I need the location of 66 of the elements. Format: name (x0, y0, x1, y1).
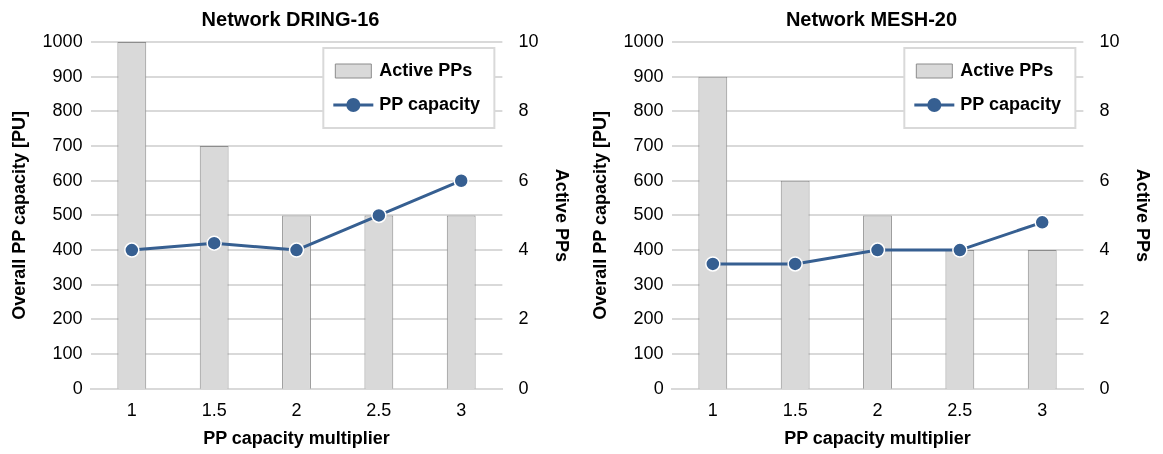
y2-tick-label: 10 (518, 30, 539, 51)
x-axis-title: PP capacity multiplier (203, 428, 390, 449)
y2-tick-label: 0 (518, 377, 529, 398)
point (371, 207, 387, 224)
y-tick-label: 200 (633, 308, 664, 329)
y-tick-label: 0 (72, 377, 83, 398)
y-axis-title: Overall PP capacity [PU] (589, 111, 610, 320)
point (288, 242, 305, 258)
y-tick-label: 400 (52, 239, 83, 260)
y-tick-label: 800 (633, 100, 664, 121)
x-tick-label: 1 (126, 399, 137, 420)
y-tick-label: 800 (52, 100, 83, 121)
x-tick-label: 1.5 (201, 399, 227, 420)
x-tick-label: 2.5 (366, 399, 392, 420)
y-tick-label: 300 (52, 273, 83, 294)
y2-tick-label: 2 (518, 308, 529, 329)
y-tick-label: 900 (52, 65, 83, 86)
legend-label: Active PPs (960, 59, 1054, 80)
y-tick-label: 700 (52, 135, 83, 156)
y-tick-label: 700 (633, 135, 664, 156)
y2-tick-label: 6 (518, 169, 529, 190)
chart-title: Network DRING-16 (201, 7, 380, 30)
legend-label: Active PPs (379, 59, 473, 80)
point (206, 235, 222, 251)
y2-axis-title: Active PPs (552, 168, 573, 262)
y-tick-label: 400 (633, 239, 664, 260)
y2-tick-label: 10 (1099, 30, 1120, 51)
x-tick-label: 2.5 (947, 399, 973, 420)
x-tick-label: 1.5 (782, 399, 808, 420)
x-tick-label: 1 (707, 399, 718, 420)
y-axis-title: Overall PP capacity [PU] (8, 111, 29, 320)
y-tick-label: 1000 (623, 30, 664, 51)
y-tick-label: 500 (633, 204, 664, 225)
y-tick-label: 100 (52, 343, 83, 364)
y2-tick-label: 8 (1099, 100, 1110, 121)
x-tick-label: 2 (291, 399, 302, 420)
y-tick-label: 0 (653, 377, 664, 398)
x-tick-label: 3 (456, 399, 467, 420)
point (453, 172, 469, 189)
y2-tick-label: 4 (1099, 239, 1110, 260)
y-tick-label: 200 (52, 308, 83, 329)
legend-label: PP capacity (960, 93, 1062, 114)
point (869, 242, 886, 258)
y-tick-label: 300 (633, 273, 664, 294)
y2-axis-title: Active PPs (1133, 168, 1154, 262)
y2-tick-label: 0 (1099, 377, 1110, 398)
y-tick-label: 500 (52, 204, 83, 225)
point (124, 242, 140, 258)
point (705, 256, 721, 272)
point (1034, 214, 1050, 231)
point (952, 242, 968, 258)
x-axis-title: PP capacity multiplier (784, 428, 971, 449)
y2-tick-label: 6 (1099, 169, 1110, 190)
y2-tick-label: 2 (1099, 308, 1110, 329)
x-tick-label: 2 (872, 399, 883, 420)
y-tick-label: 100 (633, 343, 664, 364)
x-tick-label: 3 (1037, 399, 1048, 420)
y-tick-label: 1000 (42, 30, 83, 51)
y2-tick-label: 4 (518, 239, 529, 260)
y-tick-label: 900 (633, 65, 664, 86)
y-tick-label: 600 (52, 169, 83, 190)
point (787, 256, 803, 272)
y-tick-label: 600 (633, 169, 664, 190)
y2-tick-label: 8 (518, 100, 529, 121)
chart-title: Network MESH-20 (785, 7, 958, 30)
legend-label: PP capacity (379, 93, 481, 114)
